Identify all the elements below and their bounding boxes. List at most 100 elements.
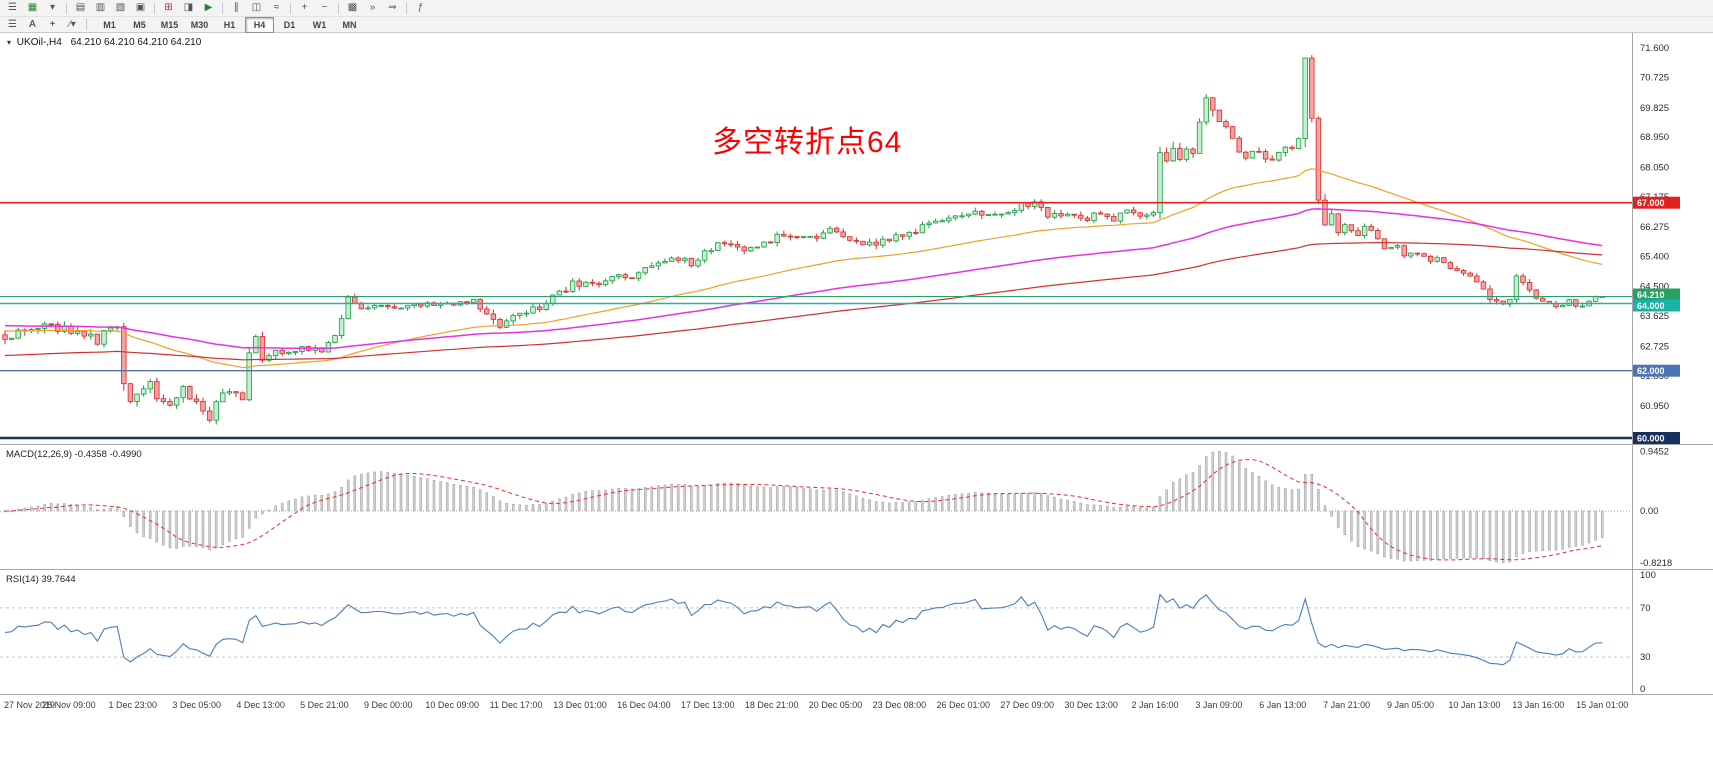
sep-3 xyxy=(222,2,223,14)
chart-profiles-dropdown-icon[interactable]: ▾ xyxy=(49,2,56,13)
price-tick: 62.725 xyxy=(1640,341,1669,352)
auto-scroll-icon[interactable]: » xyxy=(369,2,376,13)
sep-1 xyxy=(66,2,67,14)
price-tag-64.210 xyxy=(1633,288,1680,301)
price-tag-64.000 xyxy=(1633,299,1680,312)
slow-ma-line xyxy=(4,241,1603,361)
price-tick: 70.725 xyxy=(1640,73,1669,84)
timeframe-group: M1 M5 M15 M30 H1 H4 D1 W1 MN xyxy=(95,16,364,33)
timeframe-h1[interactable]: H1 xyxy=(223,19,236,30)
bar-chart-icon[interactable]: ∥ xyxy=(234,2,239,13)
autotrading-icon[interactable]: ▶ xyxy=(204,2,213,13)
price-tick: 65.400 xyxy=(1640,252,1669,263)
time-axis-label: 17 Dec 13:00 xyxy=(681,700,735,710)
svg-text:62.000: 62.000 xyxy=(1637,366,1665,376)
price-tick: 66.275 xyxy=(1640,222,1669,233)
svg-text:64.000: 64.000 xyxy=(1637,301,1665,311)
macd-axis-label: 0.00 xyxy=(1640,506,1659,517)
timeframe-m30[interactable]: M30 xyxy=(190,19,209,30)
svg-text:60.000: 60.000 xyxy=(1637,434,1665,444)
sep-6 xyxy=(406,2,407,14)
time-axis-label: 23 Dec 08:00 xyxy=(873,700,927,710)
rsi-axis-label: 100 xyxy=(1640,570,1656,581)
timeframe-mn[interactable]: MN xyxy=(342,19,357,30)
time-axis-label: 10 Dec 09:00 xyxy=(425,700,479,710)
time-axis-label: 13 Dec 01:00 xyxy=(553,700,607,710)
new-chart-icon[interactable]: ▦ xyxy=(27,2,38,13)
zoom-out-icon[interactable]: − xyxy=(321,2,328,13)
time-axis-label: 27 Nov 2019 xyxy=(4,700,55,710)
market-watch-icon[interactable]: ▤ xyxy=(75,2,86,13)
rsi-line xyxy=(4,593,1603,666)
time-axis-label: 5 Dec 21:00 xyxy=(300,700,349,710)
time-axis-label: 28 Nov 09:00 xyxy=(42,700,96,710)
time-axis-label: 26 Dec 01:00 xyxy=(937,700,991,710)
time-axis-label: 11 Dec 17:00 xyxy=(490,700,543,710)
timeframe-m15[interactable]: M15 xyxy=(160,19,179,30)
time-axis-label: 6 Jan 13:00 xyxy=(1259,700,1306,710)
line-chart-icon[interactable]: ≈ xyxy=(273,2,280,13)
chart-list-icon[interactable]: ☰ xyxy=(8,18,17,30)
time-axis-label: 18 Dec 21:00 xyxy=(745,700,799,710)
chart-symbol: UKOil-,H4 xyxy=(16,37,62,48)
navigator-icon[interactable]: ▧ xyxy=(115,2,126,13)
indicators-icon[interactable]: ƒ xyxy=(417,2,424,13)
price-tick: 68.950 xyxy=(1640,132,1669,143)
timeframe-w1[interactable]: W1 xyxy=(312,19,327,30)
rsi-panel xyxy=(0,593,1632,666)
price-tick: 71.600 xyxy=(1640,43,1669,54)
zoom-in-icon[interactable]: + xyxy=(301,2,308,13)
time-axis-label: 13 Jan 16:00 xyxy=(1512,700,1564,710)
crosshair-tool-icon[interactable]: + xyxy=(49,18,56,30)
sep-4 xyxy=(290,2,291,14)
horizontal-levels xyxy=(0,201,1632,440)
rsi-axis-label: 30 xyxy=(1640,652,1651,663)
rsi-indicator-label: RSI(14) 39.7644 xyxy=(6,574,76,585)
macd-panel xyxy=(0,451,1632,564)
price-tick: 63.625 xyxy=(1640,311,1669,322)
chart-ohlc: 64.210 64.210 64.210 64.210 xyxy=(70,37,202,48)
tile-windows-icon[interactable]: ▩ xyxy=(347,2,358,13)
time-axis-label: 2 Jan 16:00 xyxy=(1131,700,1178,710)
chart-title: ▾ UKOil-,H4 64.210 64.210 64.210 64.210 xyxy=(7,37,201,48)
chart-annotation: 多空转折点64 xyxy=(712,126,903,159)
rsi-axis-label: 0 xyxy=(1640,684,1645,695)
chart-collapse-icon[interactable]: ▾ xyxy=(7,38,12,47)
candles-layer xyxy=(2,55,1605,425)
mid-ma-line xyxy=(4,208,1603,350)
sep-t1 xyxy=(86,19,87,30)
time-axis-label: 16 Dec 04:00 xyxy=(617,700,671,710)
time-axis-label: 4 Dec 13:00 xyxy=(236,700,285,710)
new-order-icon[interactable]: ⊞ xyxy=(164,2,173,13)
time-axis-label: 3 Dec 05:00 xyxy=(172,700,221,710)
svg-text:67.000: 67.000 xyxy=(1637,198,1665,208)
metaeditor-icon[interactable]: ◨ xyxy=(183,2,194,13)
timeframe-h4[interactable]: H4 xyxy=(245,16,274,33)
timeframe-m5[interactable]: M5 xyxy=(133,19,146,30)
drawing-tools-group: ☰ A + ∕▾ xyxy=(3,17,90,33)
sep-2 xyxy=(154,2,155,14)
time-axis-label: 7 Jan 21:00 xyxy=(1323,700,1370,710)
price-tick: 64.500 xyxy=(1640,282,1669,293)
chart-shift-icon[interactable]: ⇒ xyxy=(388,2,397,13)
candlestick-chart-icon[interactable]: ◫ xyxy=(251,2,262,13)
macd-signal-line xyxy=(4,459,1603,561)
toolbar-secondary: ☰ A + ∕▾ M1 M5 M15 M30 H1 H4 D1 W1 MN xyxy=(0,16,1713,33)
price-axis[interactable]: 71.60070.72569.82568.95068.05067.17566.2… xyxy=(1633,43,1680,695)
draw-tools-dropdown-icon[interactable]: ∕▾ xyxy=(69,18,76,30)
macd-axis-label: -0.8218 xyxy=(1640,558,1672,569)
fast-ma-line xyxy=(4,168,1603,369)
timeframe-d1[interactable]: D1 xyxy=(283,19,296,30)
macd-axis-label: 0.9452 xyxy=(1640,446,1669,457)
price-tick: 68.050 xyxy=(1640,162,1669,173)
data-window-icon[interactable]: ▥ xyxy=(95,2,106,13)
terminal-icon[interactable]: ▣ xyxy=(135,2,146,13)
sep-5 xyxy=(338,2,339,14)
timeframe-m1[interactable]: M1 xyxy=(103,19,116,30)
time-axis-label: 20 Dec 05:00 xyxy=(809,700,863,710)
text-tool-icon[interactable]: A xyxy=(29,18,36,30)
charts-menu-icon[interactable]: ☰ xyxy=(8,2,17,13)
